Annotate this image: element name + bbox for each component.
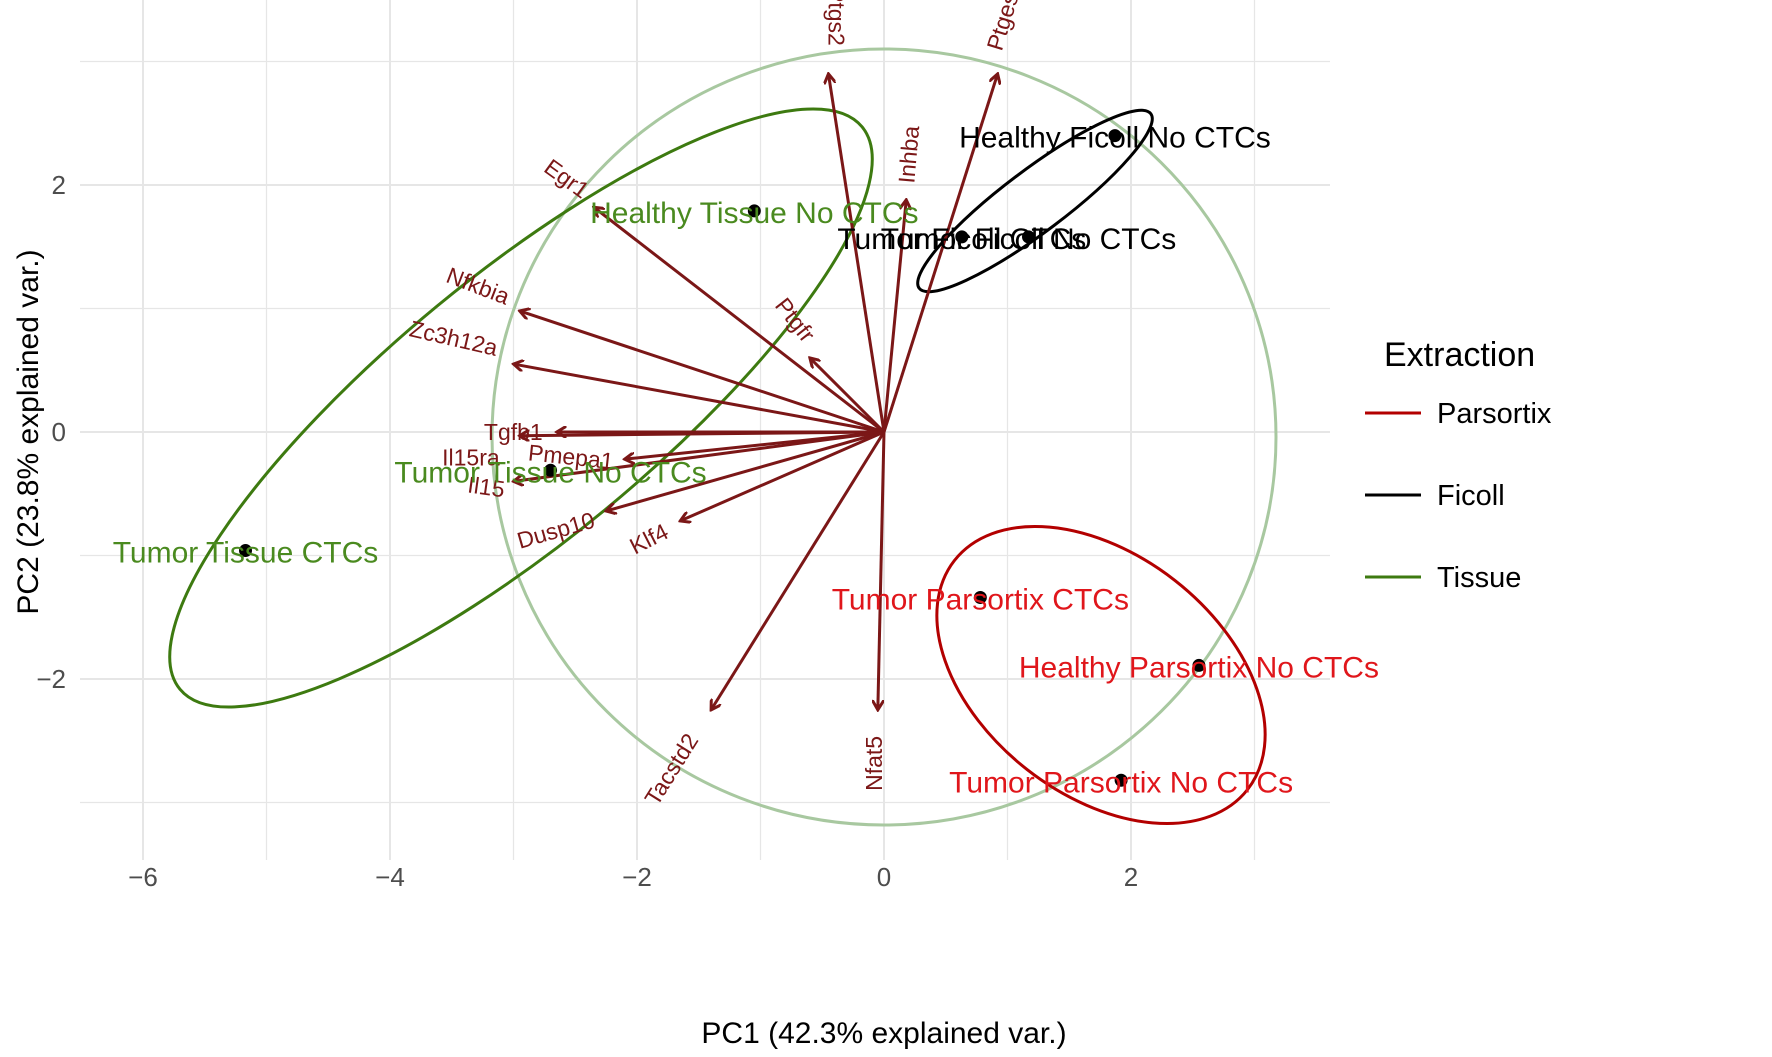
sample-label-healthy-ficoll-no-ctcs: Healthy Ficoll No CTCs (959, 122, 1271, 155)
variable-label-inhba: Inhba (893, 124, 924, 184)
point-tumor-parsortix-no-ctcs (1114, 773, 1128, 787)
sample-label-tumor-tissue-ctcs: Tumor Tissue CTCs (113, 537, 379, 570)
arrow-ptgs2 (828, 74, 886, 433)
sample-points (239, 129, 1206, 787)
sample-label-tumor-parsortix-ctcs: Tumor Parsortix CTCs (832, 583, 1129, 616)
arrow-dusp10 (606, 430, 885, 511)
point-healthy-tissue-no-ctcs (747, 204, 761, 218)
axis-ticks: −6 −4 −2 0 2 −2 0 2 (36, 170, 1138, 892)
arrow-ptges (882, 74, 998, 433)
x-tick-label: −4 (375, 862, 405, 892)
ellipse-parsortix (935, 524, 1267, 826)
ellipse-ficoll (916, 108, 1154, 294)
x-tick-label: −2 (622, 862, 652, 892)
point-tumor-ficoll-no-ctcs (1021, 230, 1035, 244)
x-tick-label: −6 (128, 862, 158, 892)
variable-arrows (514, 74, 998, 710)
sample-label-healthy-tissue-no-ctcs: Healthy Tissue No CTCs (590, 197, 918, 230)
y-tick-label: 0 (52, 417, 66, 447)
variable-label-ptgs2: Ptgs2 (823, 0, 849, 46)
sample-label-tumor-parsortix-no-ctcs: Tumor Parsortix No CTCs (949, 766, 1293, 799)
legend-label-tissue: Tissue (1437, 562, 1521, 594)
sample-label-tumor-ficoll-no-ctcs: Tumor Ficoll No CTCs (881, 223, 1177, 256)
correlation-circle-ring (490, 47, 1278, 827)
point-tumor-parsortix-ctcs (973, 590, 987, 604)
variable-label-tgfb1: Tgfb1 (484, 419, 543, 445)
variable-label-dusp10: Dusp10 (514, 507, 597, 554)
arrow-inhba (882, 200, 906, 433)
x-tick-label: 2 (1124, 862, 1138, 892)
variable-label-klf4: Klf4 (625, 518, 672, 559)
sample-label-tumor-ficoll-ctcs: Tumor Ficoll CTCs (837, 223, 1086, 256)
arrow-ptgfr (810, 358, 886, 434)
y-tick-label: 2 (52, 170, 66, 200)
arrow-il15 (514, 430, 885, 481)
variable-label-il15: Il15 (466, 471, 506, 502)
correlation-circle (490, 47, 1278, 827)
variable-label-egr1: Egr1 (540, 154, 595, 204)
variable-label-nfkbia: Nfkbia (443, 262, 513, 310)
arrow-klf4 (680, 430, 885, 521)
point-tumor-ficoll-ctcs (955, 230, 969, 244)
arrow-egr1 (594, 207, 885, 434)
variable-label-il15ra: Il15ra (442, 445, 500, 471)
point-tumor-tissue-ctcs (239, 544, 253, 558)
legend-label-ficoll: Ficoll (1437, 480, 1505, 512)
legend-title: Extraction (1384, 336, 1535, 374)
point-tumor-tissue-no-ctcs (544, 463, 558, 477)
arrow-nfat5 (878, 431, 886, 710)
variable-label-nfat5: Nfat5 (861, 736, 887, 791)
variable-label-tacstd2: Tacstd2 (639, 729, 703, 810)
x-tick-label: 0 (877, 862, 891, 892)
legend: Extraction Parsortix Ficoll Tissue (1365, 336, 1552, 594)
sample-label-healthy-parsortix-no-ctcs: Healthy Parsortix No CTCs (1019, 651, 1379, 684)
y-axis-title: PC2 (23.8% explained var.) (12, 249, 45, 614)
y-tick-label: −2 (36, 664, 66, 694)
arrow-tacstd2 (711, 431, 886, 710)
arrow-il15ra (520, 432, 885, 436)
point-healthy-parsortix-no-ctcs (1192, 658, 1206, 672)
sample-label-tumor-tissue-no-ctcs: Tumor Tissue No CTCs (394, 456, 706, 489)
variable-label-ptges: Ptges (982, 0, 1024, 53)
x-axis-title: PC1 (42.3% explained var.) (701, 1017, 1066, 1050)
arrow-zc3h12a (514, 364, 885, 434)
legend-label-parsortix: Parsortix (1437, 398, 1552, 430)
ellipse-tissue (168, 107, 874, 709)
point-healthy-ficoll-no-ctcs (1108, 129, 1122, 143)
arrow-nfkbia (520, 311, 885, 434)
variable-label-zc3h12a: Zc3h12a (407, 315, 500, 361)
